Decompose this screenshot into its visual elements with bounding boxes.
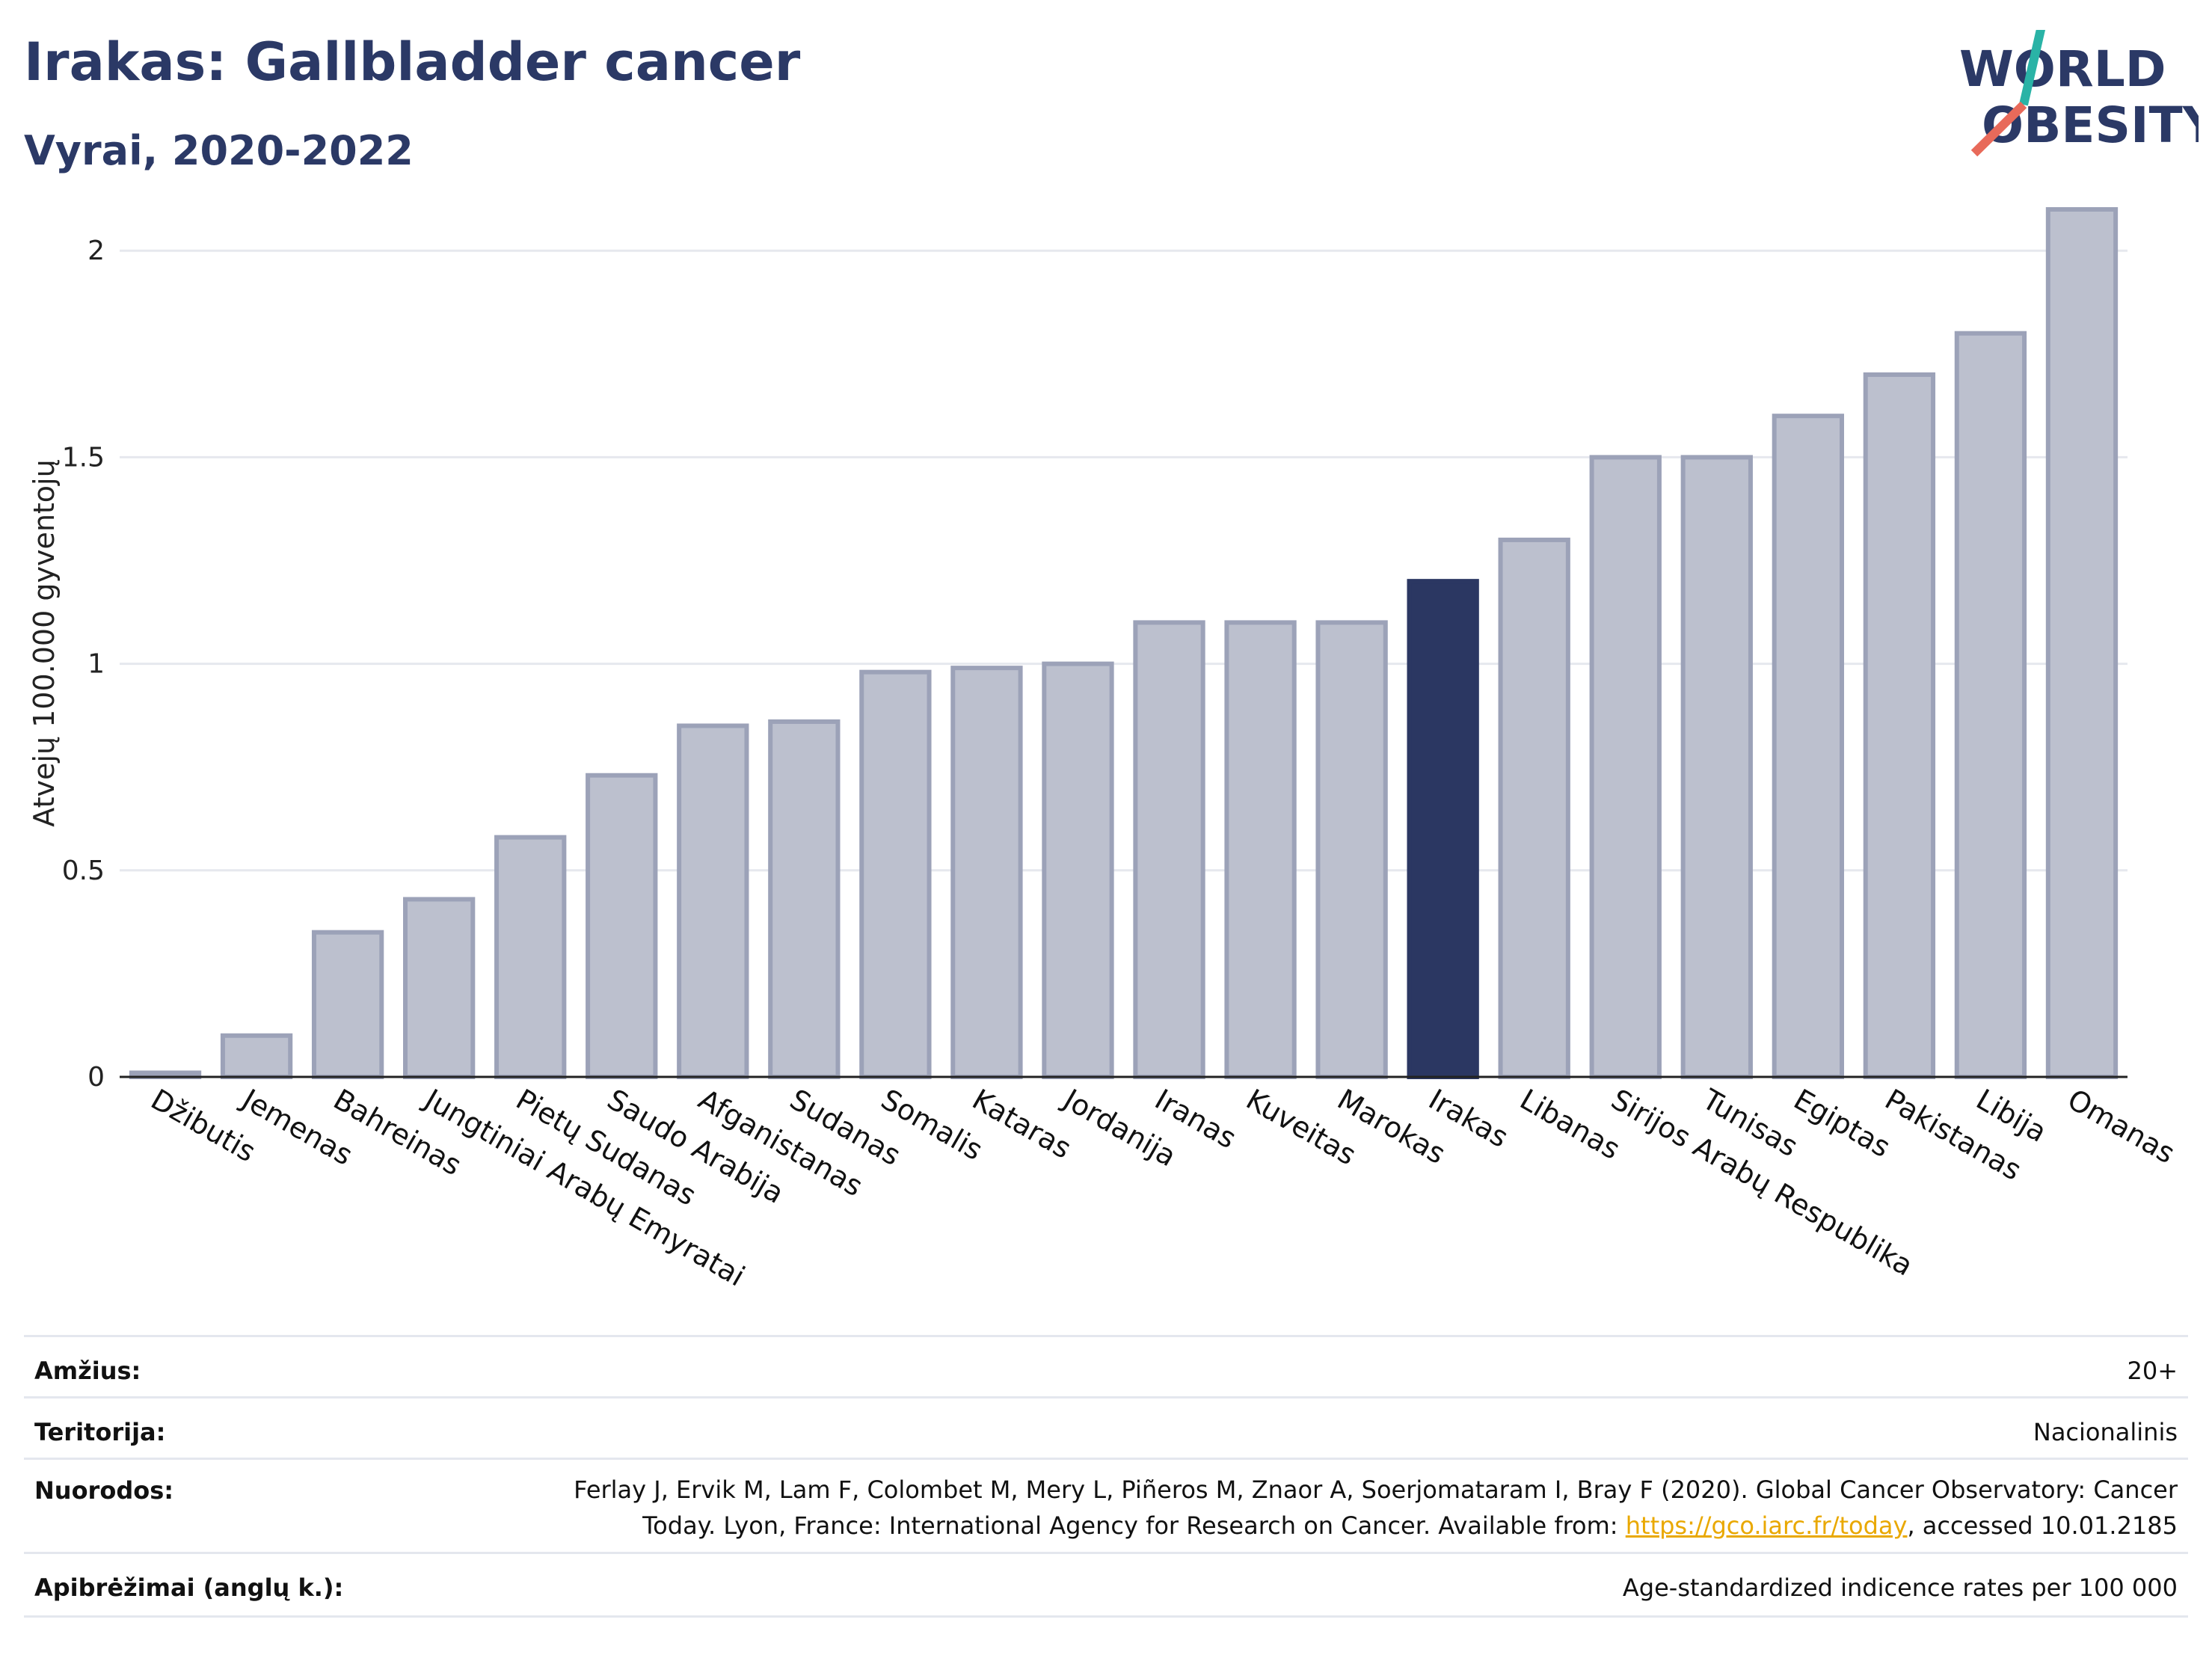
bar xyxy=(1772,414,1844,1079)
bar xyxy=(1042,661,1114,1079)
bar xyxy=(220,1033,293,1080)
bar xyxy=(1863,372,1936,1079)
defs-label: Apibrėžimai (anglų k.): xyxy=(34,1573,344,1602)
bar xyxy=(677,723,749,1079)
refs-label: Nuorodos: xyxy=(34,1476,174,1505)
refs-line2-pre: Today. Lyon, France: International Agenc… xyxy=(642,1511,1626,1540)
bar xyxy=(311,930,384,1079)
y-tick-label: 2 xyxy=(87,236,105,266)
territory-label: Teritorija: xyxy=(34,1418,166,1446)
y-tick-label: 1.5 xyxy=(62,442,105,473)
x-tick-label: Kataras xyxy=(967,1083,1077,1165)
bar xyxy=(1407,579,1479,1079)
logo-slash-coral xyxy=(1970,101,2027,157)
bar xyxy=(1133,620,1205,1079)
x-tick-label: Omanas xyxy=(2062,1083,2180,1170)
refs-text: Ferlay J, Ervik M, Lam F, Colombet M, Me… xyxy=(532,1472,2178,1544)
refs-line1: Ferlay J, Ervik M, Lam F, Colombet M, Me… xyxy=(574,1476,2178,1504)
logo-slash-teal xyxy=(2019,30,2046,106)
bar xyxy=(1498,537,1570,1079)
logo-line1: WORLD xyxy=(1959,40,2166,98)
bar xyxy=(950,666,1023,1079)
chart-subtitle: Vyrai, 2020-2022 xyxy=(24,127,414,174)
age-value: 20+ xyxy=(2127,1357,2178,1385)
bar xyxy=(403,897,476,1079)
refs-link[interactable]: https://gco.iarc.fr/today xyxy=(1625,1511,1908,1540)
bar xyxy=(859,669,932,1079)
age-label: Amžius: xyxy=(34,1357,141,1385)
y-tick-label: 0.5 xyxy=(62,856,105,886)
y-tick-label: 1 xyxy=(87,649,105,680)
y-tick-label: 0 xyxy=(87,1062,105,1093)
x-tick-label: Džibutis xyxy=(146,1083,262,1169)
x-tick-label: Egiptas xyxy=(1788,1083,1896,1164)
refs-line2-post: , accessed 10.01.2185 xyxy=(1907,1511,2178,1540)
territory-value: Nacionalinis xyxy=(2033,1418,2178,1446)
x-tick-label: Libanas xyxy=(1514,1083,1626,1166)
bar xyxy=(1680,455,1753,1079)
world-obesity-logo: WORLD OBESITY xyxy=(1959,30,2199,157)
meta-row-age: Amžius: 20+ xyxy=(24,1335,2188,1398)
meta-row-references: Nuorodos: Ferlay J, Ervik M, Lam F, Colo… xyxy=(24,1458,2188,1554)
bar xyxy=(586,773,658,1080)
bar xyxy=(1954,331,2027,1079)
y-axis-label: Atvejų 100.000 gyventojų xyxy=(28,459,61,826)
bar xyxy=(494,835,567,1079)
bar xyxy=(2045,207,2119,1079)
bar xyxy=(1224,620,1297,1079)
meta-row-territory: Teritorija: Nacionalinis xyxy=(24,1396,2188,1460)
bar xyxy=(1589,455,1662,1079)
refs-line2: Today. Lyon, France: International Agenc… xyxy=(532,1508,2178,1544)
defs-value: Age-standardized indicence rates per 100… xyxy=(1622,1573,2178,1602)
bar xyxy=(768,719,841,1079)
bar-chart: 0 0.5 1 1.5 2 Atvejų 100.000 gyventojų Džibuti… xyxy=(28,207,2181,1293)
chart-title: Irakas: Gallbladder cancer xyxy=(24,31,801,93)
meta-row-definitions: Apibrėžimai (anglų k.): Age-standardized… xyxy=(24,1552,2188,1618)
bar xyxy=(1315,620,1388,1079)
